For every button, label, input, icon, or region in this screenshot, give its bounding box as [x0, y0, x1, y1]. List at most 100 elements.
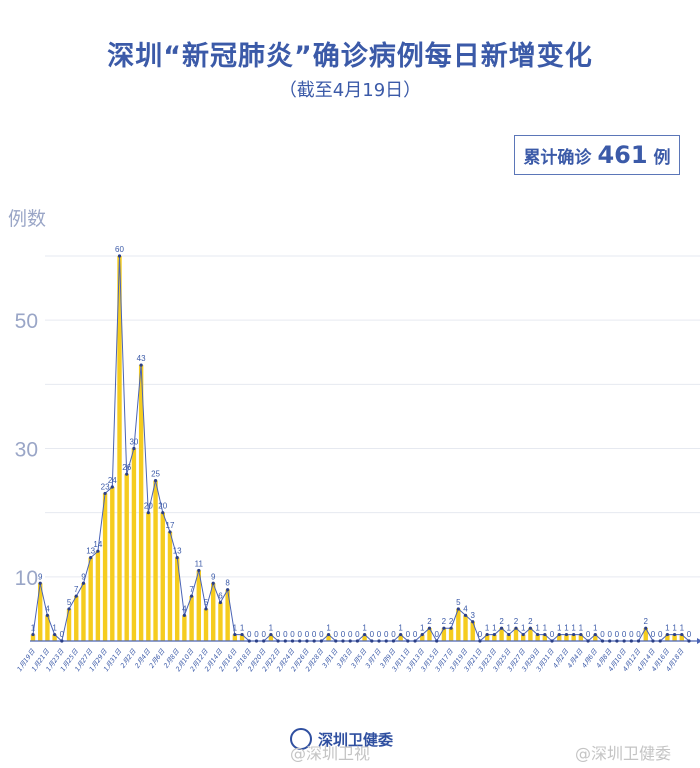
data-point — [240, 632, 244, 637]
value-label: 1 — [420, 624, 425, 633]
health-commission-logo-icon — [290, 728, 312, 750]
data-point — [319, 639, 323, 643]
data-point — [442, 626, 446, 630]
data-point — [60, 639, 64, 643]
bar — [528, 628, 533, 641]
value-label: 2 — [514, 617, 519, 626]
bar — [124, 474, 129, 641]
bar — [593, 634, 598, 641]
data-point — [81, 581, 86, 585]
value-label: 4 — [463, 604, 468, 613]
data-point — [420, 632, 424, 637]
data-point — [262, 639, 266, 643]
value-label: 26 — [122, 463, 131, 472]
bar — [174, 557, 180, 641]
value-label: 0 — [334, 630, 339, 639]
bar — [102, 493, 108, 641]
bar — [38, 583, 43, 641]
value-label: 1 — [564, 624, 569, 633]
value-label: 17 — [166, 521, 175, 530]
value-label: 2 — [427, 617, 432, 626]
bar — [88, 557, 93, 641]
value-label: 1 — [362, 624, 367, 633]
value-label: 1 — [680, 624, 685, 633]
total-prefix: 累计确诊 — [523, 147, 592, 168]
value-label: 0 — [297, 630, 302, 639]
y-tick-label: 10 — [15, 567, 38, 590]
data-point — [651, 639, 655, 643]
data-point — [363, 632, 367, 637]
data-point — [132, 446, 136, 451]
data-point — [341, 639, 345, 643]
bar — [470, 621, 475, 641]
data-point — [399, 632, 403, 637]
bar — [160, 512, 165, 641]
value-label: 0 — [406, 630, 411, 639]
value-label: 0 — [636, 630, 641, 639]
data-point — [312, 639, 316, 643]
bar — [268, 634, 274, 641]
chart-title: 深圳“新冠肺炎”确诊病例每日新增变化 — [107, 41, 593, 72]
value-label: 0 — [341, 630, 346, 639]
bar — [679, 634, 684, 641]
total-suffix: 例 — [653, 147, 671, 168]
value-label: 0 — [276, 630, 281, 639]
bar — [557, 634, 562, 641]
value-label: 3 — [471, 611, 476, 620]
data-point — [687, 639, 691, 643]
bar — [564, 634, 569, 641]
bar — [189, 596, 194, 641]
value-label: 0 — [434, 630, 439, 639]
bar — [146, 512, 151, 641]
data-point — [586, 639, 590, 643]
data-point — [355, 639, 359, 643]
data-point — [334, 639, 338, 643]
value-label: 0 — [687, 630, 692, 639]
value-label: 0 — [60, 630, 65, 639]
data-point — [499, 626, 504, 630]
value-label: 0 — [413, 630, 418, 639]
data-point — [536, 632, 540, 637]
value-label: 9 — [38, 572, 43, 581]
data-point — [31, 632, 35, 637]
data-point — [117, 254, 122, 258]
value-label: 23 — [101, 482, 110, 491]
bar — [196, 570, 202, 641]
data-point — [615, 639, 619, 643]
data-point — [485, 632, 489, 637]
data-point — [254, 639, 259, 643]
data-point — [175, 555, 179, 560]
value-label: 1 — [398, 624, 403, 633]
data-point — [528, 626, 533, 630]
bar — [643, 628, 648, 641]
footer-logo-text: 深圳卫健委 — [318, 730, 394, 749]
value-label: 0 — [629, 630, 634, 639]
value-label: 0 — [348, 630, 353, 639]
data-point — [427, 626, 432, 630]
value-label: 0 — [622, 630, 627, 639]
bar — [665, 634, 670, 641]
bar — [74, 596, 79, 641]
data-point — [276, 639, 280, 643]
data-point — [197, 568, 201, 573]
chart-subtitle: （截至4月19日） — [278, 80, 422, 101]
value-label: 1 — [535, 624, 540, 633]
data-point — [449, 626, 453, 630]
value-label: 0 — [651, 630, 656, 639]
value-label: 6 — [218, 592, 223, 601]
value-label: 1 — [507, 624, 512, 633]
data-point — [218, 600, 223, 605]
value-label: 5 — [67, 598, 72, 607]
data-point — [600, 639, 605, 643]
data-point — [153, 478, 158, 483]
data-point — [391, 639, 396, 643]
bar — [232, 634, 238, 641]
data-point — [507, 632, 511, 637]
value-label: 0 — [355, 630, 360, 639]
value-label: 1 — [579, 624, 584, 633]
value-label: 0 — [283, 630, 288, 639]
bar — [218, 602, 223, 641]
value-label: 30 — [129, 438, 138, 447]
data-point — [110, 485, 114, 489]
bar — [52, 634, 57, 641]
